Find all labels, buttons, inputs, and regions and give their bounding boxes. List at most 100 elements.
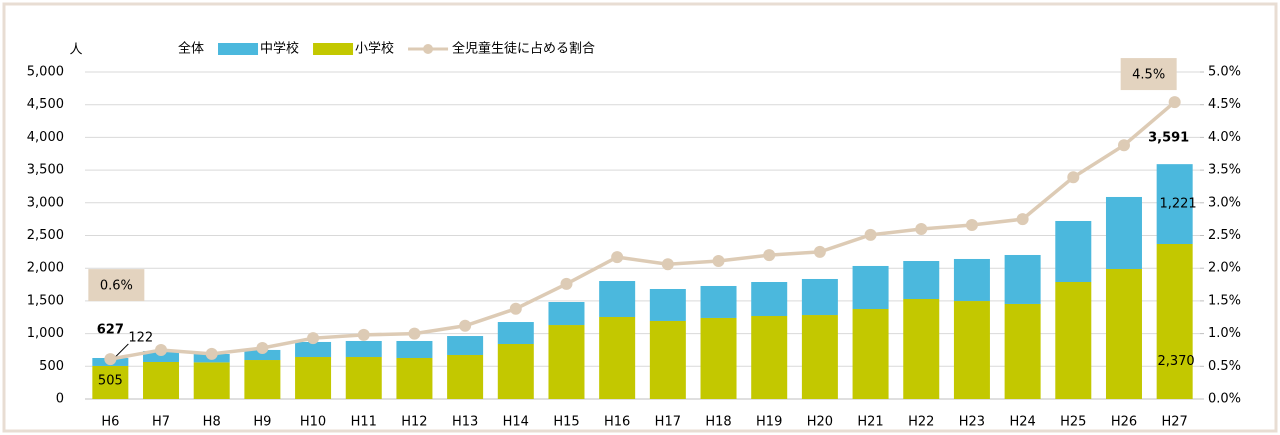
y2-tick-label: 2.5% <box>1208 228 1241 243</box>
bar <box>345 357 382 399</box>
line-marker <box>408 327 421 340</box>
line-marker <box>1117 139 1130 152</box>
y2-tick-label: 4.5% <box>1208 97 1241 112</box>
bar <box>903 261 940 300</box>
line-marker <box>509 302 522 315</box>
y2-tick-label: 3.5% <box>1208 163 1241 178</box>
bar <box>801 278 838 316</box>
line-marker <box>256 341 269 354</box>
bar <box>1004 254 1041 304</box>
line-marker <box>712 255 725 268</box>
y2-tick-label: 0.5% <box>1208 359 1241 374</box>
bar <box>1004 303 1041 399</box>
y-axis-unit: 人 <box>69 43 82 58</box>
line-marker <box>104 353 117 366</box>
y2-tick-label: 1.5% <box>1208 293 1241 308</box>
x-tick-label: H23 <box>959 415 985 430</box>
x-tick-label: H8 <box>203 415 221 430</box>
bar <box>295 357 332 399</box>
y-tick-label: 2,500 <box>27 228 64 243</box>
line-marker <box>864 228 877 241</box>
bar <box>396 357 433 399</box>
bar <box>1105 268 1142 399</box>
x-tick-label: H27 <box>1161 415 1187 430</box>
x-tick-label: H7 <box>152 415 170 430</box>
legend-swatch <box>313 43 354 55</box>
bar <box>143 361 180 399</box>
y-tick-label: 5,000 <box>27 65 64 80</box>
x-tick-label: H26 <box>1111 415 1137 430</box>
line-marker <box>357 328 370 341</box>
line-marker <box>560 277 573 290</box>
bar <box>599 316 636 399</box>
line-marker <box>459 319 472 332</box>
y-tick-label: 3,000 <box>27 195 64 210</box>
value-label: 1,221 <box>1159 197 1196 212</box>
y2-tick-label: 1.0% <box>1208 326 1241 341</box>
bar <box>143 350 180 362</box>
line-marker <box>661 258 674 271</box>
x-tick-label: H21 <box>857 415 883 430</box>
y-tick-label: 4,000 <box>27 130 64 145</box>
bar <box>1055 220 1092 282</box>
bar <box>700 317 737 399</box>
y2-tick-label: 2.0% <box>1208 261 1241 276</box>
line-marker <box>813 245 826 258</box>
y-tick-label: 3,500 <box>27 163 64 178</box>
bar <box>295 341 332 358</box>
bar <box>447 336 484 355</box>
line-marker <box>155 343 168 356</box>
value-label: 2,370 <box>1157 354 1194 369</box>
bar <box>700 285 737 318</box>
x-tick-label: H10 <box>300 415 326 430</box>
bar <box>1105 196 1142 269</box>
bar <box>447 354 484 399</box>
bar <box>193 362 230 399</box>
callout-box <box>88 269 145 302</box>
value-label: 122 <box>128 330 153 345</box>
x-tick-label: H18 <box>705 415 731 430</box>
bar <box>548 302 585 326</box>
legend-label: 全体 <box>178 41 204 57</box>
bar <box>345 340 382 358</box>
x-tick-label: H9 <box>253 415 271 430</box>
x-tick-label: H20 <box>807 415 833 430</box>
bar <box>751 316 788 399</box>
y-tick-label: 1,000 <box>27 326 64 341</box>
y-tick-label: 2,000 <box>27 261 64 276</box>
bar <box>852 309 889 399</box>
bar <box>751 281 788 317</box>
bar <box>801 315 838 399</box>
bar <box>244 360 281 399</box>
bar <box>92 365 129 399</box>
bar <box>548 325 585 399</box>
x-tick-label: H13 <box>452 415 478 430</box>
value-label: 505 <box>98 374 123 389</box>
line-marker <box>915 222 928 235</box>
legend-label: 小学校 <box>355 41 394 57</box>
x-tick-label: H24 <box>1009 415 1035 430</box>
legend-label: 全児童生徒に占める割合 <box>452 41 595 57</box>
bar <box>953 301 990 399</box>
bar <box>1055 281 1092 399</box>
y2-tick-label: 3.0% <box>1208 195 1241 210</box>
bar <box>244 349 281 361</box>
line-marker <box>307 332 320 345</box>
line-marker <box>1016 213 1029 226</box>
bar <box>599 281 636 317</box>
x-tick-label: H15 <box>553 415 579 430</box>
line-marker <box>1067 171 1080 184</box>
legend-swatch <box>218 43 259 55</box>
line-marker <box>1168 96 1181 109</box>
line-marker <box>965 219 978 232</box>
bar <box>1156 244 1193 399</box>
bar <box>1156 164 1193 245</box>
x-tick-label: H14 <box>503 415 529 430</box>
legend-marker <box>423 44 434 54</box>
callout-label: 4.5% <box>1132 68 1165 83</box>
bar <box>497 343 534 399</box>
callout-box <box>1120 58 1177 91</box>
x-tick-label: H17 <box>655 415 681 430</box>
x-tick-label: H6 <box>101 415 119 430</box>
